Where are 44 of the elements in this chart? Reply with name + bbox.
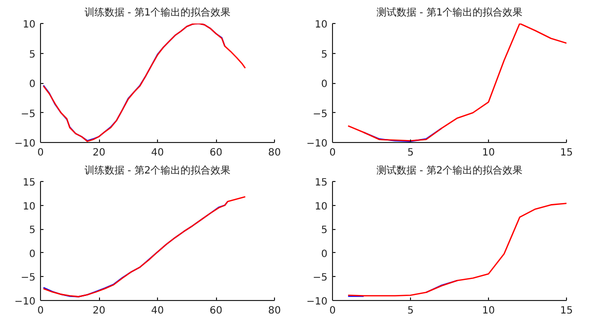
x-tick-label: 60: [210, 148, 222, 158]
y-tick-label: −5: [20, 108, 36, 120]
x-tick-label: 5: [407, 148, 414, 158]
x-tick-label: 10: [482, 306, 495, 316]
y-tick-label: −5: [312, 108, 328, 120]
y-tick-label: 5: [29, 49, 36, 60]
y-tick-label: 5: [321, 49, 328, 60]
chart-title: 训练数据 - 第1个输出的拟合效果: [84, 6, 231, 18]
y-tick-label: −10: [306, 138, 328, 150]
x-tick-label: 80: [268, 306, 281, 316]
y-tick-label: −5: [312, 272, 328, 284]
y-tick-label: 5: [321, 225, 328, 236]
y-tick-label: −10: [306, 296, 328, 308]
x-tick-label: 0: [37, 148, 44, 158]
y-tick-label: 0: [29, 248, 36, 260]
y-tick-label: 0: [321, 248, 328, 260]
x-tick-label: 10: [482, 148, 495, 158]
y-tick-label: 10: [22, 20, 36, 30]
y-tick-label: 0: [321, 79, 328, 90]
x-tick-label: 0: [329, 148, 336, 158]
y-tick-label: 5: [29, 225, 36, 236]
y-tick-label: 10: [22, 201, 36, 212]
x-tick-label: 20: [92, 306, 106, 316]
x-tick-label: 15: [560, 148, 573, 158]
x-tick-label: 15: [560, 306, 573, 316]
y-tick-label: 15: [314, 178, 328, 188]
x-tick-label: 0: [37, 306, 44, 316]
y-tick-label: −10: [14, 296, 36, 308]
chart-title: 训练数据 - 第2个输出的拟合效果: [84, 164, 231, 176]
x-tick-label: 5: [407, 306, 414, 316]
x-tick-label: 40: [151, 306, 164, 316]
y-tick-label: 10: [314, 201, 328, 212]
x-tick-label: 60: [210, 306, 222, 316]
chart-title: 测试数据 - 第2个输出的拟合效果: [376, 164, 523, 176]
y-tick-label: 0: [29, 79, 36, 90]
y-tick-label: −10: [14, 138, 36, 150]
x-tick-label: 40: [151, 148, 164, 158]
x-tick-label: 80: [268, 148, 281, 158]
chart-title: 测试数据 - 第1个输出的拟合效果: [376, 6, 523, 18]
x-tick-label: 0: [329, 306, 336, 316]
y-tick-label: −5: [20, 272, 36, 284]
y-tick-label: 10: [314, 20, 328, 30]
y-tick-label: 15: [22, 178, 36, 188]
x-tick-label: 20: [92, 148, 106, 158]
